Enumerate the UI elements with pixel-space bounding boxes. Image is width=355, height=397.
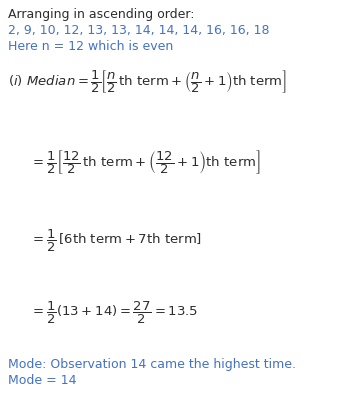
Text: Arranging in ascending order:: Arranging in ascending order: — [8, 8, 195, 21]
Text: $= \dfrac{1}{2}\left[\dfrac{12}{2}\,\mathrm{th\ term} + \left(\dfrac{12}{2}+1\ri: $= \dfrac{1}{2}\left[\dfrac{12}{2}\,\mat… — [30, 148, 261, 176]
Text: Mode = 14: Mode = 14 — [8, 374, 76, 387]
Text: 2, 9, 10, 12, 13, 13, 14, 14, 14, 16, 16, 18: 2, 9, 10, 12, 13, 13, 14, 14, 14, 16, 16… — [8, 24, 269, 37]
Text: Mode: Observation 14 came the highest time.: Mode: Observation 14 came the highest ti… — [8, 358, 296, 371]
Text: $(i)\ \mathit{Median} = \dfrac{1}{2}\left[\dfrac{n}{2}\,\mathrm{th\ term} + \lef: $(i)\ \mathit{Median} = \dfrac{1}{2}\lef… — [8, 68, 287, 95]
Text: $= \dfrac{1}{2}\,\mathrm{[6th\ term + 7th\ term]}$: $= \dfrac{1}{2}\,\mathrm{[6th\ term + 7t… — [30, 228, 202, 254]
Text: $= \dfrac{1}{2}(13 + 14) = \dfrac{27}{2} = 13.5$: $= \dfrac{1}{2}(13 + 14) = \dfrac{27}{2}… — [30, 300, 198, 326]
Text: Here n = 12 which is even: Here n = 12 which is even — [8, 40, 173, 53]
